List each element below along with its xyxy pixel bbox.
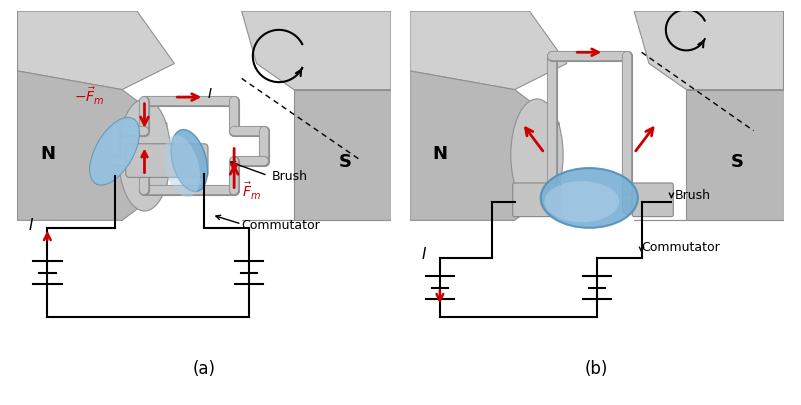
- Polygon shape: [634, 90, 783, 221]
- FancyBboxPatch shape: [632, 183, 674, 217]
- Text: $-\vec{F}_m$: $-\vec{F}_m$: [74, 85, 104, 107]
- Text: Commutator: Commutator: [642, 241, 720, 254]
- Polygon shape: [18, 72, 167, 221]
- Polygon shape: [18, 12, 175, 90]
- FancyBboxPatch shape: [513, 183, 562, 217]
- Text: I: I: [29, 217, 33, 232]
- Text: $\vec{F}_m$: $\vec{F}_m$: [242, 181, 260, 201]
- Polygon shape: [410, 12, 567, 90]
- Text: I: I: [208, 87, 212, 101]
- Ellipse shape: [545, 182, 619, 223]
- Text: I: I: [421, 247, 425, 262]
- Text: Brush: Brush: [675, 188, 711, 201]
- Ellipse shape: [90, 118, 139, 185]
- Polygon shape: [634, 12, 783, 90]
- Text: N: N: [40, 145, 55, 163]
- Text: N: N: [433, 145, 448, 163]
- Ellipse shape: [90, 118, 139, 185]
- Text: (b): (b): [585, 359, 609, 377]
- Ellipse shape: [511, 100, 563, 211]
- Text: S: S: [731, 152, 744, 170]
- FancyBboxPatch shape: [126, 145, 208, 178]
- Text: (a): (a): [193, 359, 215, 377]
- Ellipse shape: [119, 100, 171, 211]
- Ellipse shape: [541, 168, 638, 228]
- Polygon shape: [410, 72, 559, 221]
- Text: Brush: Brush: [272, 170, 308, 183]
- Polygon shape: [242, 12, 391, 90]
- Ellipse shape: [163, 136, 200, 198]
- Polygon shape: [242, 90, 391, 221]
- Ellipse shape: [171, 130, 207, 192]
- Text: Commutator: Commutator: [242, 218, 320, 231]
- Text: S: S: [339, 152, 352, 170]
